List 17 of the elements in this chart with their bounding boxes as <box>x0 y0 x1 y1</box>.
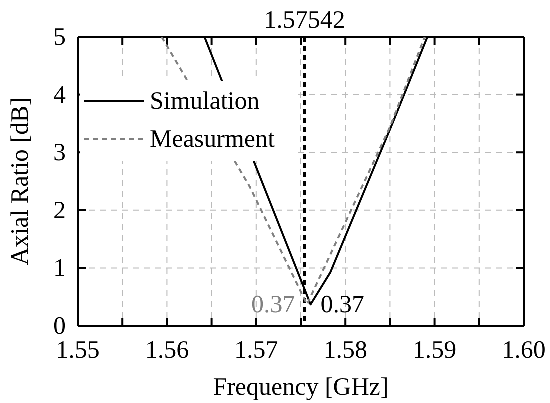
y-tick-label: 2 <box>54 197 66 224</box>
x-tick-label: 1.58 <box>324 336 368 364</box>
y-tick-label: 1 <box>54 255 66 282</box>
y-tick-label: 4 <box>54 82 66 109</box>
annotation: 0.37 <box>251 292 296 319</box>
x-axis-title: Frequency [GHz] <box>213 374 389 401</box>
ref-line-label: 1.57542 <box>264 7 346 34</box>
x-tick-label: 1.60 <box>502 336 546 364</box>
legend-label: Measurment <box>150 126 276 153</box>
x-tick-label: 1.59 <box>412 336 457 364</box>
annotation: 0.37 <box>320 292 365 319</box>
y-axis-title: Axial Ratio [dB] <box>7 97 34 266</box>
y-tick-label: 5 <box>54 24 66 51</box>
y-tick-label: 3 <box>54 140 66 167</box>
x-tick-label: 1.56 <box>145 336 190 364</box>
legend-label: Simulation <box>150 88 260 115</box>
x-tick-label: 1.57 <box>234 336 278 364</box>
